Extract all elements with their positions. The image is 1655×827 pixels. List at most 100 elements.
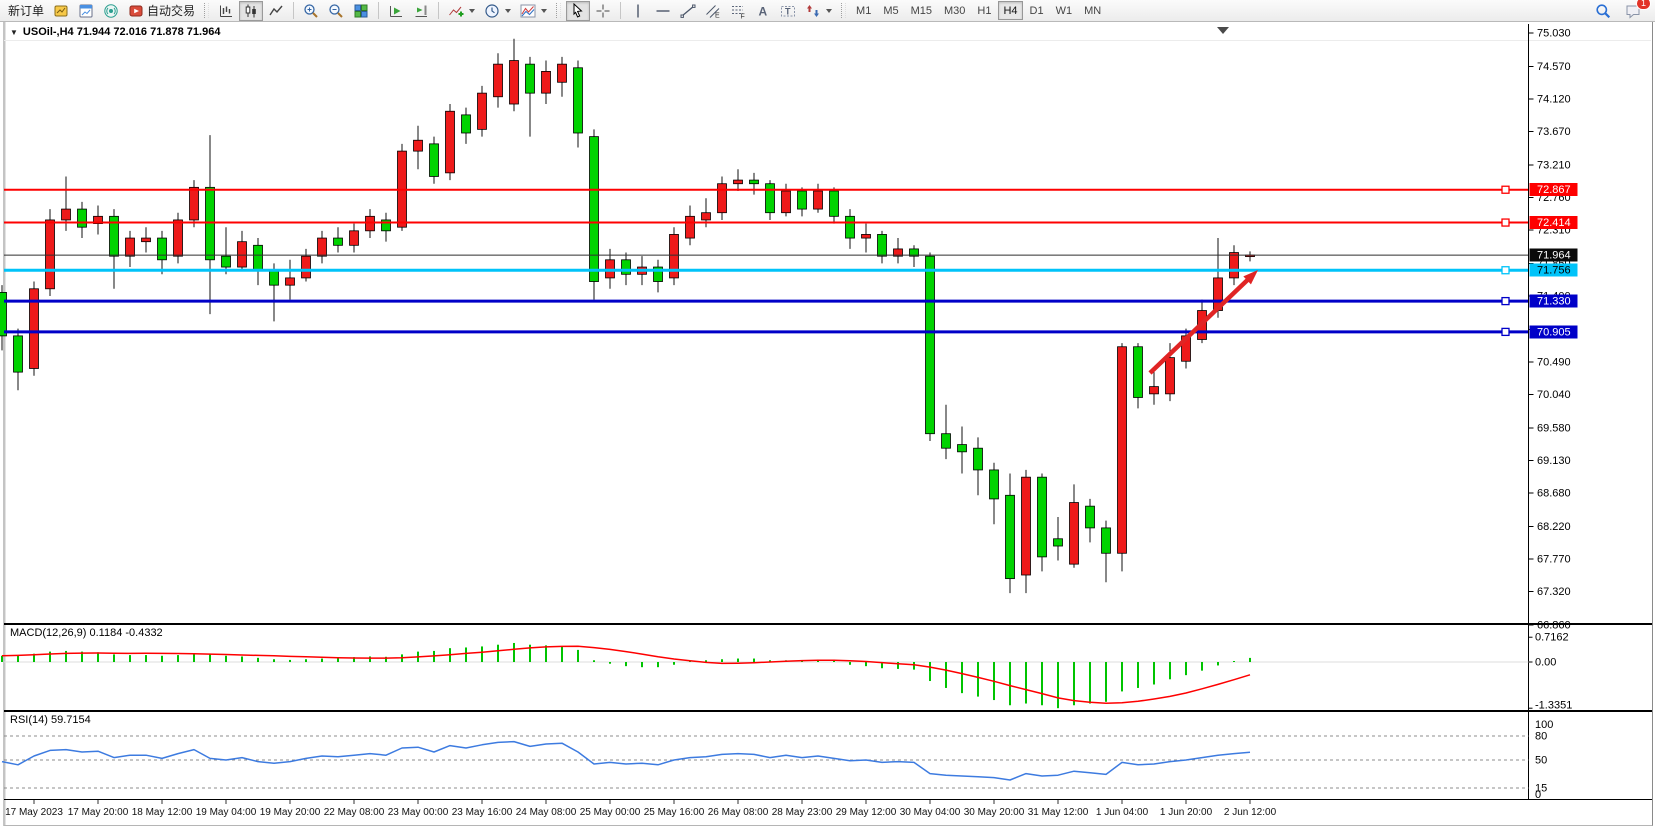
candle-body bbox=[989, 469, 999, 500]
text-label-icon: T bbox=[781, 5, 796, 16]
search-button[interactable] bbox=[1591, 1, 1615, 21]
chat-button[interactable]: 1 bbox=[1621, 0, 1651, 21]
price-tag-bg bbox=[1529, 294, 1578, 308]
toolbar-group-handle bbox=[204, 3, 210, 18]
auto-scroll-button[interactable] bbox=[384, 1, 408, 21]
candle-body bbox=[525, 63, 535, 94]
vertical-line-icon bbox=[637, 4, 639, 17]
time-tick-label: 17 May 20:00 bbox=[68, 807, 129, 818]
arrows-button[interactable] bbox=[801, 1, 836, 21]
horizontal-line-71.756[interactable] bbox=[4, 266, 1529, 275]
price-tag-bg bbox=[1529, 183, 1578, 197]
toolbar-group-handle bbox=[556, 3, 562, 18]
timeframe-w1-button[interactable]: W1 bbox=[1051, 1, 1078, 20]
horizontal-line-71.330[interactable] bbox=[4, 296, 1529, 306]
price-chart-canvas[interactable]: 75.03074.57074.12073.67073.21072.76072.3… bbox=[0, 22, 1655, 827]
candle-body bbox=[1229, 252, 1239, 279]
zoom-in-button[interactable] bbox=[299, 1, 323, 21]
candle-body bbox=[1133, 346, 1143, 398]
candle-body bbox=[797, 190, 807, 210]
candle-body bbox=[205, 186, 215, 261]
chart-shift-button[interactable] bbox=[409, 1, 433, 21]
candle-body bbox=[349, 230, 359, 246]
profiles-icon bbox=[79, 4, 93, 17]
periods-button[interactable] bbox=[480, 1, 515, 21]
candle-body bbox=[1117, 346, 1127, 554]
candle-body bbox=[685, 215, 695, 239]
timeframe-m1-button[interactable]: M1 bbox=[851, 1, 876, 20]
time-tick-label: 25 May 16:00 bbox=[644, 807, 705, 818]
chart-shift-icon bbox=[415, 5, 428, 17]
timeframe-h1-button[interactable]: H1 bbox=[972, 1, 996, 20]
candle-body bbox=[493, 63, 503, 98]
price-tick-label: 74.570 bbox=[1537, 61, 1571, 73]
hline-handle[interactable] bbox=[1501, 296, 1510, 306]
new-order-button[interactable]: 新订单 bbox=[4, 1, 48, 21]
trendline-button[interactable] bbox=[676, 1, 700, 21]
new-order-label: 新订单 bbox=[8, 4, 45, 18]
horizontal-line-70.905[interactable] bbox=[4, 327, 1529, 337]
price-tag-bg bbox=[1529, 248, 1578, 262]
signals-button[interactable] bbox=[99, 1, 123, 21]
horizontal-line-72.867[interactable] bbox=[4, 185, 1529, 194]
toolbar-separator bbox=[293, 2, 295, 19]
auto-trading-button[interactable]: 自动交易 bbox=[124, 1, 199, 21]
timeframe-m15-button[interactable]: M15 bbox=[906, 1, 937, 20]
hline-handle[interactable] bbox=[1501, 218, 1510, 227]
rsi-tick-label: 0 bbox=[1535, 789, 1541, 801]
auto-scroll-icon bbox=[390, 5, 403, 17]
rsi-tick-label: 15 bbox=[1535, 783, 1547, 795]
templates-button[interactable] bbox=[516, 1, 551, 21]
chart-shift-marker[interactable] bbox=[1217, 27, 1229, 34]
candle-body bbox=[557, 63, 567, 83]
candle-body bbox=[749, 179, 759, 185]
time-axis: 17 May 2023 17 May 20:00 18 May 12:00 19 Ma… bbox=[5, 800, 1277, 818]
text-button[interactable]: A bbox=[751, 1, 775, 21]
line-chart-button[interactable] bbox=[264, 1, 288, 21]
timeframe-d1-button[interactable]: D1 bbox=[1025, 1, 1049, 20]
new-chart-button[interactable] bbox=[49, 1, 73, 21]
horizontal-line-72.414[interactable] bbox=[4, 218, 1529, 227]
candle-body bbox=[125, 237, 135, 257]
crosshair-icon bbox=[596, 4, 610, 17]
time-tick-label: 1 Jun 04:00 bbox=[1096, 807, 1149, 818]
timeframe-m30-button[interactable]: M30 bbox=[939, 1, 970, 20]
svg-text:A: A bbox=[759, 4, 768, 18]
toolbar-right-group: 1 bbox=[1591, 0, 1651, 21]
hline-handle[interactable] bbox=[1501, 327, 1510, 337]
price-tag-71.330: 71.330 bbox=[1529, 294, 1578, 308]
equidistant-channel-button[interactable]: E bbox=[701, 1, 725, 21]
rsi-tick-label: 50 bbox=[1535, 755, 1547, 767]
candle-body bbox=[829, 190, 839, 217]
crosshair-button[interactable] bbox=[591, 1, 615, 21]
hline-handle[interactable] bbox=[1501, 266, 1510, 275]
tile-windows-button[interactable] bbox=[349, 1, 373, 21]
candle-body bbox=[733, 179, 743, 185]
current-price-tag: 71.964 bbox=[1529, 248, 1578, 262]
candle-body bbox=[669, 234, 679, 279]
hline-handle[interactable] bbox=[1501, 185, 1510, 194]
add-indicator-button[interactable] bbox=[444, 1, 479, 21]
arrow-shaft bbox=[1148, 276, 1251, 375]
cursor-button[interactable] bbox=[566, 0, 591, 21]
text-label-button[interactable]: T bbox=[776, 1, 800, 21]
candlestick-chart-button[interactable] bbox=[239, 0, 264, 21]
periods-clock-icon bbox=[485, 3, 499, 18]
trend-arrow-annotation[interactable] bbox=[1148, 270, 1258, 375]
timeframe-m5-button[interactable]: M5 bbox=[878, 1, 903, 20]
timeframe-h4-button[interactable]: H4 bbox=[998, 1, 1023, 20]
signals-icon bbox=[104, 3, 118, 18]
vertical-line-button[interactable] bbox=[626, 1, 650, 21]
bar-chart-button[interactable] bbox=[214, 1, 238, 21]
profiles-button[interactable] bbox=[74, 1, 98, 21]
toolbar-separator bbox=[620, 2, 622, 19]
fibonacci-button[interactable]: F bbox=[726, 1, 750, 21]
horizontal-line-button[interactable] bbox=[651, 1, 675, 21]
price-tag-bg bbox=[1529, 216, 1578, 230]
arrow-head bbox=[1243, 270, 1258, 285]
zoom-out-button[interactable] bbox=[324, 1, 348, 21]
price-tag-70.905: 70.905 bbox=[1529, 325, 1578, 339]
timeframe-mn-button[interactable]: MN bbox=[1079, 1, 1106, 20]
time-tick-label: 30 May 04:00 bbox=[900, 807, 961, 818]
